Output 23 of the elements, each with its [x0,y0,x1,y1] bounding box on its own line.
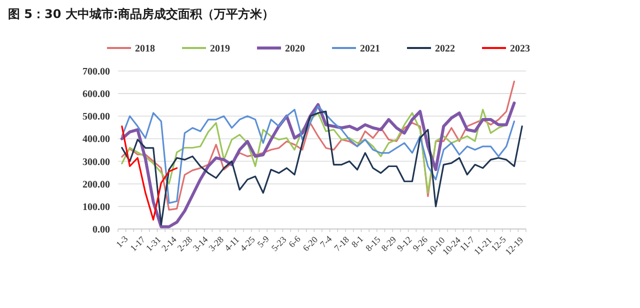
y-tick-label: 100.00 [82,202,110,213]
y-tick-label: 400.00 [82,134,110,146]
x-tick-label: 7-18 [332,234,352,254]
y-tick-label: 300.00 [82,156,110,168]
x-tick-label: 6-20 [300,234,320,254]
legend-label: 2018 [135,44,155,54]
legend-label: 2020 [285,44,305,54]
y-tick-label: 500.00 [82,112,110,123]
legend-label: 2022 [435,44,455,54]
legend-label: 2023 [510,44,530,54]
x-tick-label: 8-1 [350,234,366,250]
y-tick-label: 0.00 [92,224,110,236]
x-tick-label: 7-4 [318,233,334,250]
legend-label: 2019 [210,44,230,54]
y-tick-label: 200.00 [82,179,110,190]
chart-title: 图 5：30 大中城市:商品房成交面积（万平方米） [8,7,274,21]
y-tick-label: 700.00 [82,66,110,78]
y-tick-label: 600.00 [82,89,110,100]
legend-label: 2021 [360,44,380,54]
x-tick-label: 6-6 [286,233,303,250]
x-tick-label: 5-23 [269,234,289,254]
x-tick-label: 1-3 [114,233,130,250]
x-tick-label: 5-9 [255,233,272,250]
